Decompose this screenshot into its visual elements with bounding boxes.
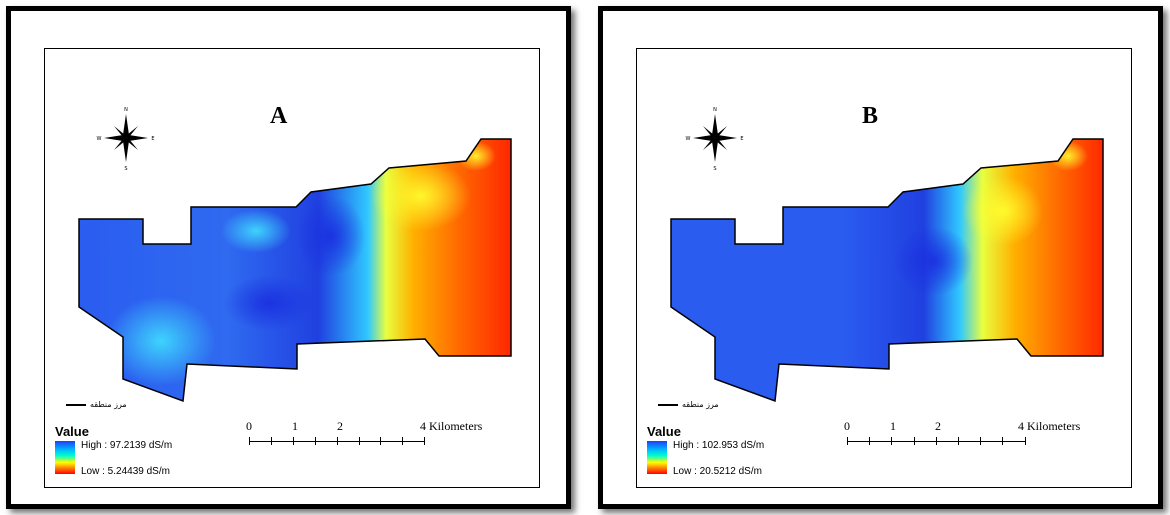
scale-label: 0 — [844, 419, 850, 433]
boundary-line-swatch — [66, 403, 86, 406]
color-ramp — [647, 441, 667, 474]
legend-title: Value — [55, 424, 89, 439]
legend-low-label: Low : 20.5212 dS/m — [673, 466, 762, 477]
scale-label: 4 Kilometers — [420, 419, 483, 433]
scale-label: 2 — [935, 419, 941, 433]
east-label: E — [740, 136, 743, 142]
scale-label: 4 Kilometers — [1018, 419, 1081, 433]
south-label: S — [124, 166, 127, 172]
scale-bar: 0 1 2 4 Kilometers — [246, 419, 499, 449]
map-neatline — [636, 48, 1132, 488]
panel-letter: B — [862, 103, 879, 129]
map-neatline — [44, 48, 540, 488]
north-label: N — [124, 107, 128, 113]
north-arrow-icon: N S E W — [97, 107, 155, 172]
legend-high-label: High : 97.2139 dS/m — [81, 440, 173, 451]
value-legend: Value High : 102.953 dS/m Low : 20.5212 … — [647, 424, 827, 479]
scale-label: 0 — [246, 419, 252, 433]
scale-label: 2 — [337, 419, 343, 433]
scale-bar: 0 1 2 4 Kilometers — [844, 419, 1097, 449]
south-label: S — [713, 166, 716, 172]
west-label: W — [686, 136, 691, 142]
scale-label: 1 — [292, 419, 298, 433]
scale-label: 1 — [890, 419, 896, 433]
salinity-map: N S E W — [78, 107, 512, 403]
boundary-legend: مرز منطقه — [66, 400, 127, 409]
boundary-label: مرز منطقه — [682, 400, 719, 409]
boundary-label: مرز منطقه — [90, 400, 127, 409]
panel-letter: A — [270, 103, 288, 129]
boundary-legend: مرز منطقه — [658, 400, 719, 409]
north-arrow-icon: N S E W — [686, 107, 744, 172]
map-panel-b: N S E W B مرز منطقه Value High : 102.953… — [598, 6, 1163, 509]
salinity-map: N S E W — [670, 107, 1104, 403]
legend-low-label: Low : 5.24439 dS/m — [81, 466, 170, 477]
scale-line — [249, 441, 424, 442]
color-ramp — [55, 441, 75, 474]
north-label: N — [713, 107, 717, 113]
value-legend: Value High : 97.2139 dS/m Low : 5.24439 … — [55, 424, 235, 479]
map-panel-a: N S E W A مرز منطقه Value High : 97.2139… — [6, 6, 571, 509]
boundary-line-swatch — [658, 403, 678, 406]
east-label: E — [151, 136, 154, 142]
legend-high-label: High : 102.953 dS/m — [673, 440, 765, 451]
west-label: W — [97, 136, 102, 142]
legend-title: Value — [647, 424, 681, 439]
